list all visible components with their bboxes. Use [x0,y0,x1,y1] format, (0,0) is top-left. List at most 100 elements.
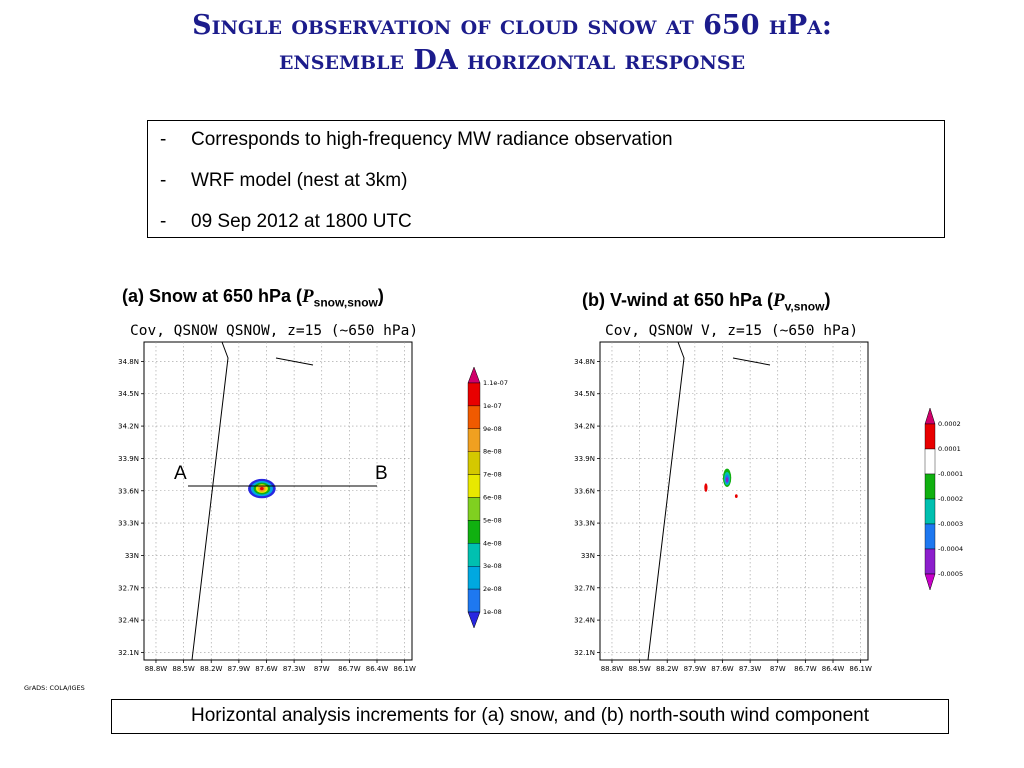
colorbar-segment [467,382,481,407]
colorbar-label: 7e-08 [483,471,502,479]
plot-b-coastline [647,341,685,661]
panel-a-title-symbol: P [302,286,314,307]
y-tick-label: 32.1N [118,649,139,657]
colorbar-segment [467,428,481,452]
bullet-item: - WRF model (nest at 3km) [160,170,407,192]
colorbar-top-arrow [467,366,481,384]
colorbar-segment [924,548,936,575]
x-tick-label: 87.3W [283,665,306,673]
negative-lobe [725,477,729,483]
x-tick-label: 87W [314,665,330,673]
plot-b-marks [704,468,738,499]
y-tick-label: 33.9N [118,455,139,463]
y-tick-label: 33.6N [118,487,139,495]
y-tick-label: 32.1N [574,649,595,657]
y-tick-label: 34.2N [574,423,595,431]
y-tick-label: 32.7N [118,584,139,592]
panel-a-title-subscript: snow,snow [313,295,378,310]
plot-a-border-segment [275,357,314,366]
colorbar-label: -0.0003 [938,520,963,528]
panel-a-title-prefix: (a) Snow at 650 hPa ( [122,286,303,306]
plot-b-x-axis: 88.8W 88.5W 88.2W 87.9W 87.6W 87.3W 87W 86.7W 86… [601,660,872,673]
y-tick-label: 34.8N [574,358,595,366]
y-tick-label: 34.5N [118,390,139,398]
colorbar-segment [924,498,936,525]
y-tick-label: 33.6N [574,487,595,495]
colorbar-label: 4e-08 [483,539,502,547]
colorbar-segment [924,523,936,550]
panel-b-title-subscript: v,snow [784,299,825,314]
figure-caption: Horizontal analysis increments for (a) s… [111,699,949,734]
x-tick-label: 86.4W [366,665,389,673]
plot-a-coastline [191,341,229,661]
y-tick-label: 33.3N [118,520,139,528]
y-tick-label: 34.2N [118,423,139,431]
colorbar-top-arrow [924,407,936,425]
x-tick-label: 88.5W [628,665,651,673]
x-tick-label: 87.9W [228,665,251,673]
panel-a-title-suffix: ) [377,286,384,306]
colorbar-label: 1e-07 [483,402,502,410]
panel-a-title: (a) Snow at 650 hPa (Psnow,snow) [122,285,384,314]
x-tick-label: 88.2W [200,665,223,673]
x-tick-label: 88.8W [601,665,624,673]
colorbar-label: 2e-08 [483,585,502,593]
positive-lobe-west [704,483,708,492]
colorbar-segment [467,497,481,521]
colorbar-label: 5e-08 [483,516,502,524]
colorbar-label: 1.1e-07 [483,379,508,387]
plot-b-frame [599,341,869,661]
y-tick-label: 33.3N [574,520,595,528]
bullet-dash: - [160,170,167,191]
plot-a-marks [248,478,276,499]
colorbar-label: -0.0002 [938,495,963,503]
y-tick-label: 32.7N [574,584,595,592]
x-tick-label: 86.4W [822,665,845,673]
x-tick-label: 88.8W [145,665,168,673]
colorbar-label: 9e-08 [483,425,502,433]
colorbar-bottom-arrow [924,573,936,591]
colorbar-segment [467,520,481,544]
plot-b-title: Cov, QSNOW V, z=15 (~650 hPa) [605,323,858,339]
y-tick-label: 34.5N [574,390,595,398]
plot-a-title: Cov, QSNOW QSNOW, z=15 (~650 hPa) [130,323,418,339]
y-tick-label: 33N [581,552,595,560]
y-tick-label: 32.4N [118,617,139,625]
colorbar-segment [467,543,481,567]
bullet-text: 09 Sep 2012 at 1800 UTC [191,211,412,232]
colorbar-label: 0.0002 [938,420,961,428]
bullet-text: Corresponds to high-frequency MW radianc… [191,129,673,150]
x-tick-label: 87W [770,665,786,673]
colorbar-label: 6e-08 [483,494,502,502]
plot-a-y-axis: 34.8N 34.5N 34.2N 33.9N 33.6N 33.3N 33N 32.7N 32… [118,358,144,657]
panel-b-title: (b) V-wind at 650 hPa (Pv,snow) [582,289,830,318]
colorbar-segment [924,423,936,450]
colorbar-segment [467,566,481,590]
x-tick-label: 86.1W [393,665,416,673]
colorbar-label: -0.0001 [938,470,963,478]
contour-level-1.1e-7 [260,486,264,491]
plot-b-grid [600,342,868,660]
grads-footer: GrADS: COLA/IGES [24,684,85,692]
colorbar-segment [924,473,936,500]
slide-title-line-2: ensemble DA horizontal response [278,45,746,76]
plot-b-colorbar: 0.0002 0.0001 -0.0001 -0.0002 -0.0003 -0.0004… [924,407,963,591]
colorbar-label: 0.0001 [938,445,961,453]
bullet-dash: - [160,129,167,150]
bullet-text: WRF model (nest at 3km) [191,170,408,191]
plot-a-colorbar: 1.1e-07 1e-07 9e-08 8e-08 7e-08 6e-08 5e-08 4e-… [467,366,508,629]
x-tick-label: 88.2W [656,665,679,673]
bullet-dash: - [160,211,167,232]
x-tick-label: 87.6W [711,665,734,673]
plot-b-y-axis: 34.8N 34.5N 34.2N 33.9N 33.6N 33.3N 33N 32.7N 32… [574,358,600,657]
colorbar-segment [924,448,936,475]
colorbar-label: -0.0004 [938,545,963,553]
x-tick-label: 87.3W [739,665,762,673]
plot-a-frame [143,341,413,661]
x-tick-label: 88.5W [172,665,195,673]
x-tick-label: 86.7W [338,665,361,673]
panel-b-title-symbol: P [773,290,785,311]
y-tick-label: 33.9N [574,455,595,463]
x-tick-label: 87.6W [255,665,278,673]
